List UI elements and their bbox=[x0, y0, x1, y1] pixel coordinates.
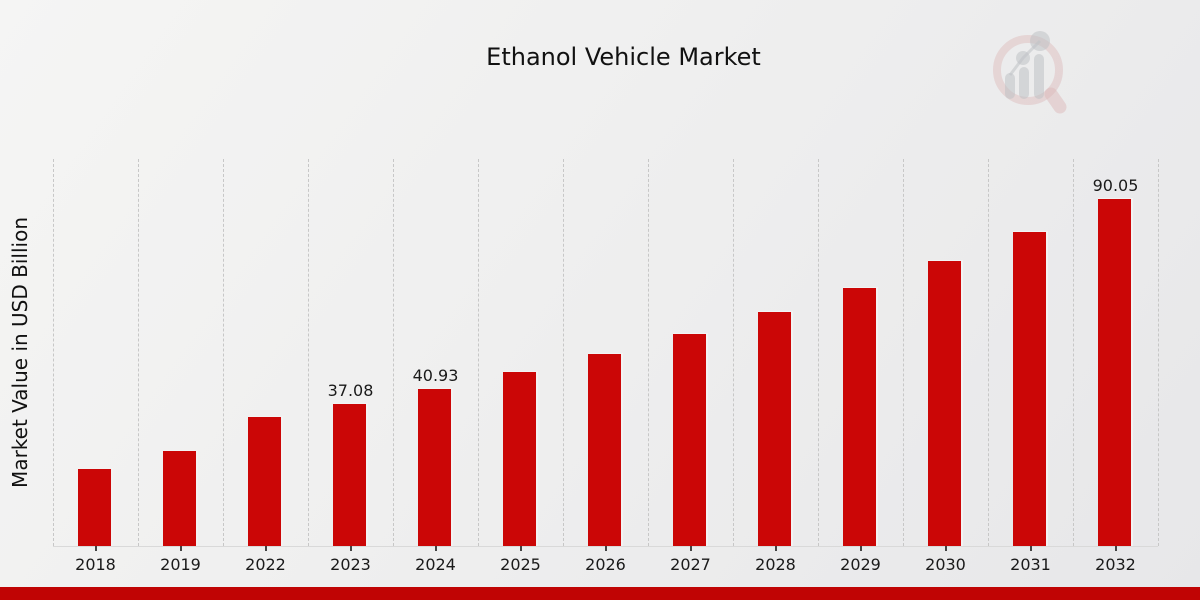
bar-2025 bbox=[503, 371, 538, 546]
value-label-2024: 40.93 bbox=[412, 366, 459, 385]
bar-2032 bbox=[1098, 198, 1133, 546]
plot-area: 2018 2019 2022 37.08 2023 40.93 2024 2025 2026 20… bbox=[52, 159, 1159, 574]
gridline bbox=[137, 159, 139, 546]
x-tick-label-2022: 2022 bbox=[245, 555, 286, 574]
x-tick-label-2024: 2024 bbox=[415, 555, 456, 574]
gridline bbox=[902, 159, 904, 546]
x-tick-label-2018: 2018 bbox=[75, 555, 116, 574]
x-tick-label-2029: 2029 bbox=[840, 555, 881, 574]
bar-2018 bbox=[78, 468, 113, 546]
x-axis-tick bbox=[519, 546, 522, 551]
x-axis-tick bbox=[689, 546, 692, 551]
bar-2023 bbox=[333, 403, 368, 546]
bar-2027 bbox=[673, 333, 708, 546]
x-axis-tick bbox=[1029, 546, 1032, 551]
gridline bbox=[647, 159, 649, 546]
x-axis-tick bbox=[859, 546, 862, 551]
magnifier-bar-chart-logo-icon bbox=[993, 31, 1067, 114]
bar-2019 bbox=[163, 450, 198, 546]
x-axis-tick bbox=[94, 546, 97, 551]
x-tick-label-2019: 2019 bbox=[160, 555, 201, 574]
x-tick-label-2028: 2028 bbox=[755, 555, 796, 574]
bar-2029 bbox=[843, 287, 878, 546]
gridline bbox=[732, 159, 734, 546]
x-tick-label-2030: 2030 bbox=[925, 555, 966, 574]
x-axis-tick bbox=[434, 546, 437, 551]
x-axis-tick bbox=[1114, 546, 1117, 551]
x-tick-label-2032: 2032 bbox=[1095, 555, 1136, 574]
gridline bbox=[1072, 159, 1074, 546]
chart-title: Ethanol Vehicle Market bbox=[486, 43, 761, 71]
x-axis-tick bbox=[349, 546, 352, 551]
gridline bbox=[1157, 159, 1159, 546]
bar-2026 bbox=[588, 353, 623, 546]
x-tick-label-2031: 2031 bbox=[1010, 555, 1051, 574]
value-label-2032: 90.05 bbox=[1092, 176, 1139, 195]
x-axis-tick bbox=[179, 546, 182, 551]
x-tick-label-2026: 2026 bbox=[585, 555, 626, 574]
y-axis-label: Market Value in USD Billion bbox=[8, 217, 32, 488]
x-axis-tick bbox=[264, 546, 267, 551]
bar-2030 bbox=[928, 260, 963, 546]
gridline bbox=[817, 159, 819, 546]
x-tick-label-2025: 2025 bbox=[500, 555, 541, 574]
footer-accent-bar bbox=[0, 587, 1200, 600]
bar-2028 bbox=[758, 311, 793, 546]
gridline bbox=[52, 159, 54, 546]
bar-2022 bbox=[248, 416, 283, 546]
bar-2031 bbox=[1013, 231, 1048, 546]
x-axis-tick bbox=[604, 546, 607, 551]
gridline bbox=[987, 159, 989, 546]
gridline bbox=[477, 159, 479, 546]
gridline bbox=[392, 159, 394, 546]
bar-2024 bbox=[418, 388, 453, 546]
x-tick-label-2023: 2023 bbox=[330, 555, 371, 574]
gridline bbox=[307, 159, 309, 546]
gridline bbox=[562, 159, 564, 546]
x-axis-tick bbox=[774, 546, 777, 551]
gridline bbox=[222, 159, 224, 546]
x-axis-tick bbox=[944, 546, 947, 551]
value-label-2023: 37.08 bbox=[327, 381, 374, 400]
x-tick-label-2027: 2027 bbox=[670, 555, 711, 574]
